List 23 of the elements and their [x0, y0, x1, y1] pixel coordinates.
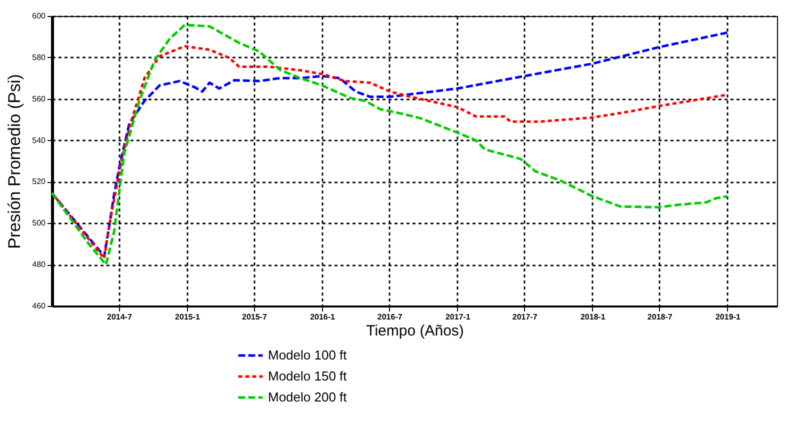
x-tick-label: 2019-1	[715, 312, 741, 322]
x-tick-label: 2018-7	[647, 312, 673, 322]
x-tick-label: 2017-7	[512, 312, 538, 322]
y-tick-label: 600	[32, 12, 46, 20]
y-tick-label: 480	[32, 260, 46, 270]
y-tick-label: 520	[32, 177, 46, 186]
x-tick-label: 2015-7	[242, 312, 268, 322]
y-tick-label: 460	[32, 302, 46, 310]
x-axis-title: Tiempo (Años)	[366, 322, 464, 340]
y-tick-label: 540	[32, 136, 46, 145]
legend-label: Modelo 100 ft	[268, 348, 348, 362]
x-tick-label: 2015-1	[175, 312, 201, 322]
x-tick-label: 2014-7	[106, 312, 132, 322]
x-tick-label: 2018-1	[580, 312, 606, 322]
x-tick-label: 2016-7	[377, 312, 403, 322]
x-tick-label: 2016-1	[310, 312, 336, 322]
y-tick-label: 500	[32, 218, 46, 228]
legend-label: Modelo 200 ft	[268, 390, 348, 404]
y-tick-label: 580	[32, 52, 46, 62]
y-axis-title: Presión Promedio (Psi)	[5, 74, 24, 249]
x-tick-label: 2017-1	[445, 312, 471, 322]
y-tick-label: 560	[32, 94, 46, 104]
legend-label: Modelo 150 ft	[268, 368, 348, 384]
